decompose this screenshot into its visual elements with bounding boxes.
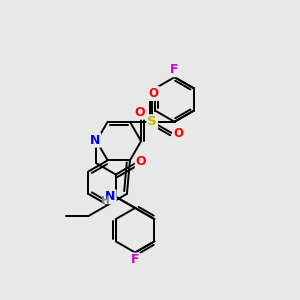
Text: F: F xyxy=(131,254,140,266)
Text: S: S xyxy=(147,115,157,128)
Text: H: H xyxy=(101,196,110,206)
Text: N: N xyxy=(105,190,116,203)
Text: F: F xyxy=(170,63,179,76)
Text: O: O xyxy=(173,127,183,140)
Text: O: O xyxy=(136,155,146,168)
Text: O: O xyxy=(134,106,145,119)
Text: N: N xyxy=(90,134,100,147)
Text: O: O xyxy=(149,87,159,100)
